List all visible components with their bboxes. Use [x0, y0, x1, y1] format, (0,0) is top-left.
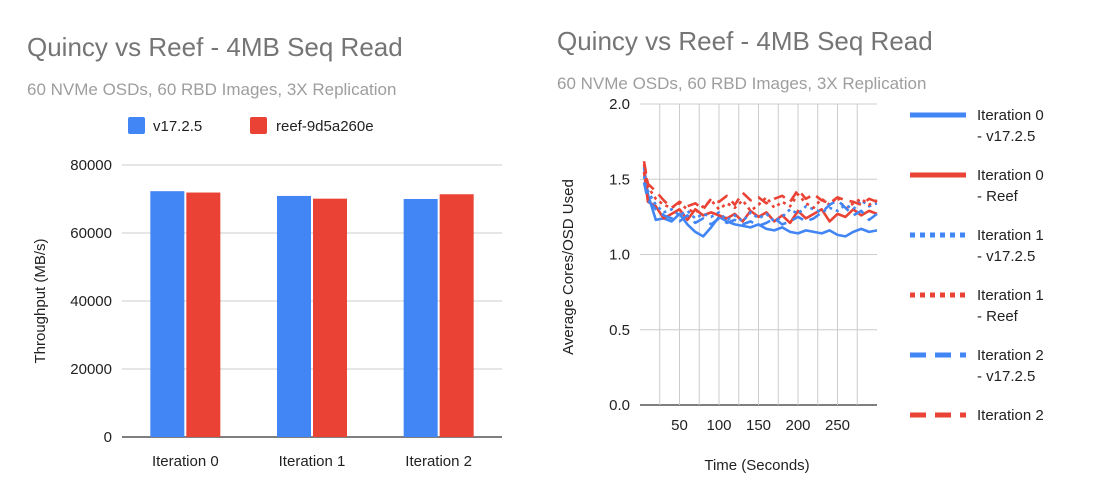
line-x-tick-label: 200 [785, 417, 810, 434]
bar-y-axis-label: Throughput (MB/s) [32, 238, 49, 363]
line-legend-label: Iteration 0- Reef [977, 167, 1044, 205]
line-gridlines [640, 103, 877, 406]
bar-gridlines [122, 164, 502, 438]
line-legend-label: Iteration 2 [977, 407, 1044, 424]
line-series-1 [642, 171, 878, 225]
line-y-tick-label: 2.0 [609, 96, 630, 113]
bar-reef-1 [313, 198, 347, 437]
line-y-tick-label: 0.0 [609, 397, 630, 414]
line-chart-title: Quincy vs Reef - 4MB Seq Read [557, 26, 933, 56]
line-x-tick-label: 50 [671, 417, 688, 434]
bar-x-tick-label: Iteration 2 [405, 453, 472, 470]
line-y-tick-labels: 0.0 0.5 1.0 1.5 2.0 [609, 96, 630, 414]
legend-label-v17: v17.2.5 [153, 118, 202, 135]
line-legend-label: Iteration 1- v17.2.5 [977, 227, 1044, 265]
bar-y-tick-label: 0 [104, 429, 112, 446]
legend-swatch-reef [250, 117, 267, 134]
line-y-tick-label: 1.0 [609, 247, 630, 264]
bar-y-tick-label: 20000 [70, 361, 112, 378]
bar-chart: Quincy vs Reef - 4MB Seq Read 60 NVMe OS… [27, 32, 502, 470]
line-series-2 [642, 175, 878, 223]
line-y-tick-label: 1.5 [609, 171, 630, 188]
bar-x-tick-label: Iteration 1 [279, 453, 346, 470]
line-series-4 [642, 182, 878, 228]
line-legend-label: Iteration 1- Reef [977, 287, 1044, 325]
bar-y-tick-label: 40000 [70, 293, 112, 310]
legend-swatch-v17 [128, 117, 145, 134]
line-series [642, 160, 878, 238]
bar-y-tick-labels: 0 20000 40000 60000 80000 [70, 157, 112, 446]
bar-reef-0 [186, 192, 221, 437]
bar-v17-0 [150, 191, 185, 437]
bar-series [150, 191, 474, 437]
line-x-tick-label: 150 [746, 417, 771, 434]
line-legend-label: Iteration 0- v17.2.5 [977, 107, 1044, 145]
bar-legend: v17.2.5 reef-9d5a260e [128, 117, 374, 135]
line-chart-subtitle: 60 NVMe OSDs, 60 RBD Images, 3X Replicat… [557, 74, 926, 93]
bar-reef-2 [439, 194, 474, 437]
line-series-0 [642, 167, 878, 238]
legend-label-reef: reef-9d5a260e [276, 118, 374, 135]
line-x-tick-label: 100 [706, 417, 731, 434]
line-x-tick-labels: 50 100 150 200 250 [671, 417, 850, 434]
bar-x-tick-label: Iteration 0 [152, 453, 219, 470]
bar-v17-1 [277, 195, 311, 437]
line-x-axis-label: Time (Seconds) [704, 457, 809, 474]
line-legend-label: Iteration 2- v17.2.5 [977, 347, 1044, 385]
bar-y-tick-label: 60000 [70, 225, 112, 242]
line-chart: Quincy vs Reef - 4MB Seq Read 60 NVMe OS… [557, 26, 1044, 474]
line-x-tick-label: 250 [825, 417, 850, 434]
line-y-tick-label: 0.5 [609, 322, 630, 339]
bar-y-tick-label: 80000 [70, 157, 112, 174]
line-y-axis-label: Average Cores/OSD Used [560, 179, 577, 355]
line-series-5 [642, 160, 878, 211]
bar-x-tick-labels: Iteration 0 Iteration 1 Iteration 2 [152, 453, 472, 470]
bar-v17-2 [403, 199, 438, 437]
bar-chart-subtitle: 60 NVMe OSDs, 60 RBD Images, 3X Replicat… [27, 80, 396, 99]
line-legend: Iteration 0- v17.2.5 Iteration 0- Reef Ite… [910, 107, 1044, 424]
bar-chart-title: Quincy vs Reef - 4MB Seq Read [27, 32, 403, 62]
